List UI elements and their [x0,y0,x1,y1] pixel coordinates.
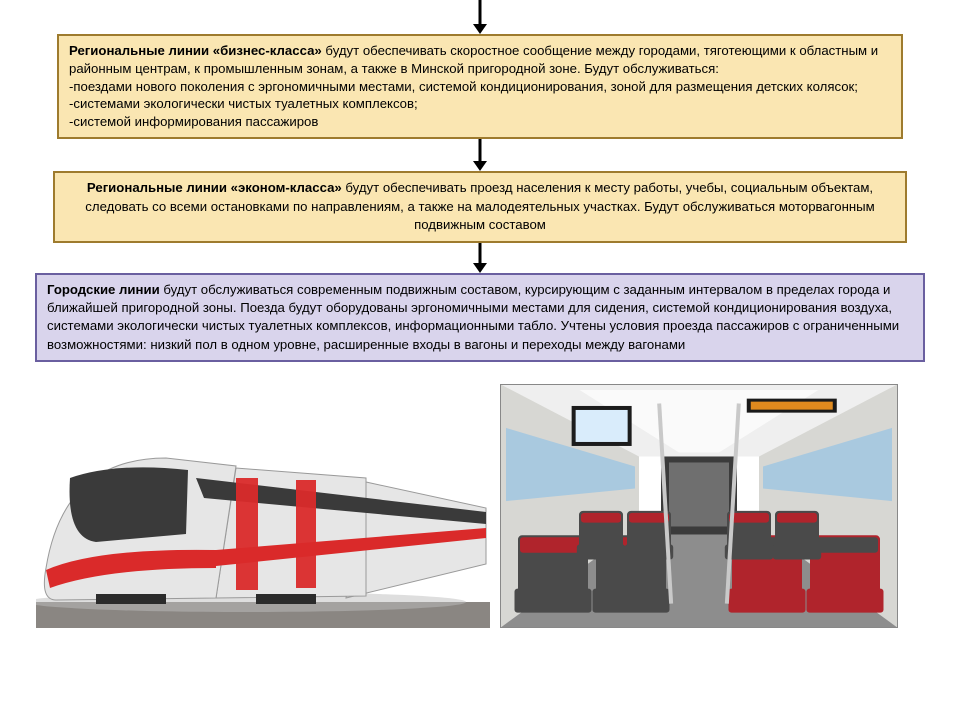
train-exterior-icon [36,410,490,628]
box3-lead: Городские линии [47,282,160,297]
box-city-lines: Городские линии будут обслуживаться совр… [35,273,925,363]
box-econom-class: Региональные линии «эконом-класса» будут… [53,171,907,242]
arrow-top [0,0,960,34]
box1-lead: Региональные линии «бизнес-класса» [69,43,322,58]
image-row [0,384,960,628]
box3-body: будут обслуживаться современным подвижны… [47,282,899,352]
box2-lead: Региональные линии «эконом-класса» [87,180,342,195]
train-interior-container [500,384,898,628]
arrow-mid [0,139,960,171]
arrow-bottom [0,243,960,273]
train-interior-icon [500,384,898,628]
box-business-class: Региональные линии «бизнес-класса» будут… [57,34,903,139]
train-exterior-container [36,410,490,628]
